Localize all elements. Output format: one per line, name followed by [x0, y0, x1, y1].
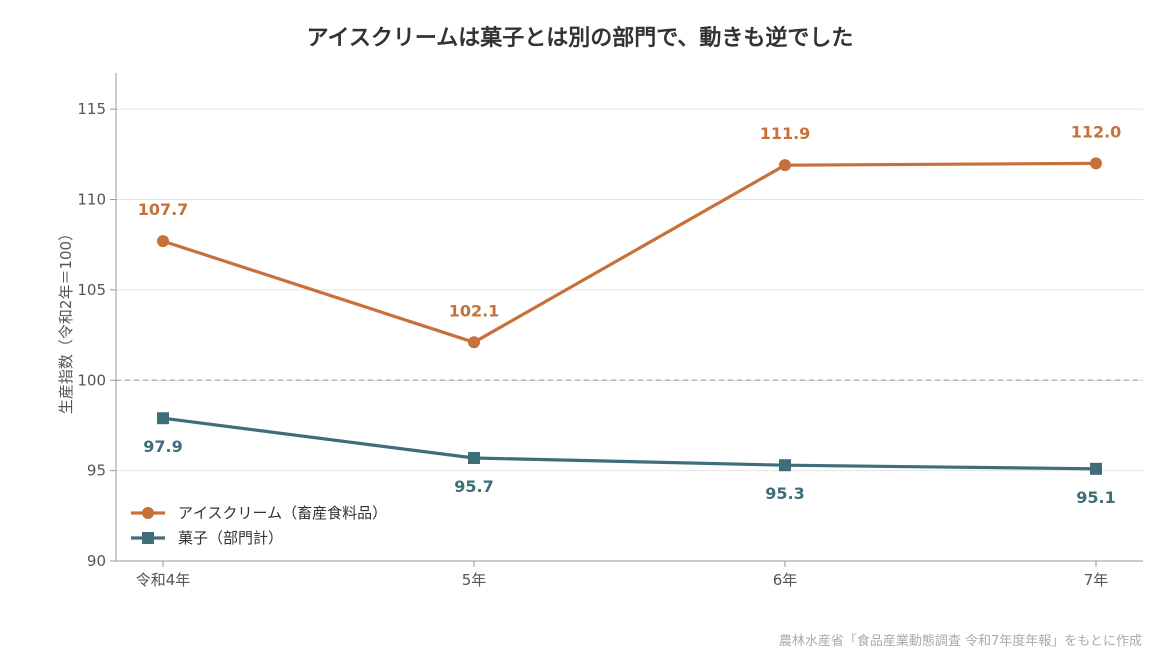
axes: 90 95 100 105 110 115 令和4年 5年 6年 7年 生産指数（令和2年＝100）	[57, 73, 1143, 589]
data-point	[1090, 462, 1102, 475]
x-tick-label: 6年	[773, 571, 798, 589]
data-point	[779, 459, 791, 472]
legend-marker	[142, 532, 154, 544]
data-label: 95.1	[1076, 488, 1115, 507]
x-tick-label: 5年	[462, 571, 487, 589]
data-point	[157, 412, 169, 425]
y-tick-label: 100	[77, 371, 106, 389]
y-tick-label: 105	[77, 281, 106, 299]
legend-marker	[142, 507, 154, 519]
data-point	[779, 159, 791, 172]
series-lines	[157, 157, 1102, 475]
y-tick-label: 115	[77, 100, 106, 118]
data-label: 95.3	[765, 484, 804, 503]
data-label: 107.7	[138, 200, 189, 219]
x-tick-label: 令和4年	[136, 571, 191, 589]
legend: アイスクリーム（畜産食料品） 菓子（部門計）	[131, 504, 387, 547]
data-point	[157, 235, 169, 248]
data-point	[468, 451, 480, 464]
y-tick-label: 90	[87, 552, 106, 570]
data-label: 97.9	[143, 437, 182, 456]
y-tick-label: 95	[87, 462, 106, 480]
data-point	[1090, 157, 1102, 170]
legend-label: 菓子（部門計）	[178, 529, 283, 547]
data-label: 111.9	[760, 124, 811, 143]
data-point	[468, 336, 480, 349]
series-line	[162, 416, 1097, 471]
series-line	[162, 161, 1097, 344]
x-tick-label: 7年	[1084, 571, 1109, 589]
y-axis-label: 生産指数（令和2年＝100）	[57, 226, 75, 414]
grid-lines	[116, 108, 1143, 472]
legend-label: アイスクリーム（畜産食料品）	[178, 504, 387, 522]
y-tick-label: 110	[77, 191, 106, 209]
source-note: 農林水産省「食品産業動態調査 令和7年度年報」をもとに作成	[778, 634, 1142, 649]
data-label: 95.7	[454, 477, 493, 496]
chart-title: アイスクリームは菓子とは別の部門で、動きも逆でした	[306, 26, 854, 51]
data-label: 112.0	[1071, 122, 1122, 141]
data-label: 102.1	[449, 301, 500, 320]
data-labels: 107.7 102.1 111.9 112.0 97.9 95.7 95.3 95.1	[138, 122, 1122, 506]
